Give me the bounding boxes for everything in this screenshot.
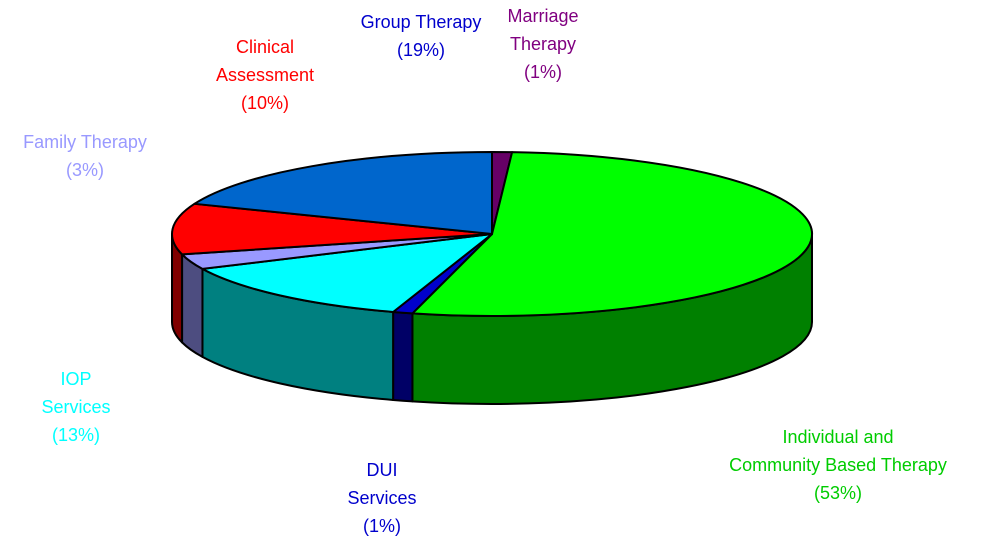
slice-label: Marriage Therapy (1%) [507,2,578,86]
slice [193,151,493,235]
category-name: Family Therapy [23,132,147,152]
slice-label: IOP Services (13%) [41,365,110,449]
slice-side [181,253,204,358]
category-name: IOP Services [41,369,111,417]
value-label: (3%) [65,160,104,180]
value-label: (10%) [240,93,290,113]
category-name: DUI Services [347,460,417,508]
slice [411,151,813,317]
category-name: Individual and Community Based Therapy [729,427,947,475]
category-name: Marriage Therapy [507,6,579,54]
slice-label: Individual and Community Based Therapy (5… [729,423,947,507]
value-label: (13%) [51,425,100,445]
value-label: (53%) [813,483,862,503]
slice-label: Family Therapy (3%) [23,128,147,184]
value-label: (19%) [396,40,445,60]
category-name: Group Therapy [360,12,482,32]
slice-label: DUI Services (1%) [347,456,416,540]
slice-side [392,310,414,403]
slice [171,202,493,256]
value-label: (1%) [523,62,562,82]
slice-label: Clinical Assessment (10%) [216,33,314,117]
slice-label: Group Therapy (19%) [361,8,482,64]
category-name: Clinical Assessment [215,37,315,85]
slice [201,233,493,313]
value-label: (1%) [362,516,401,536]
